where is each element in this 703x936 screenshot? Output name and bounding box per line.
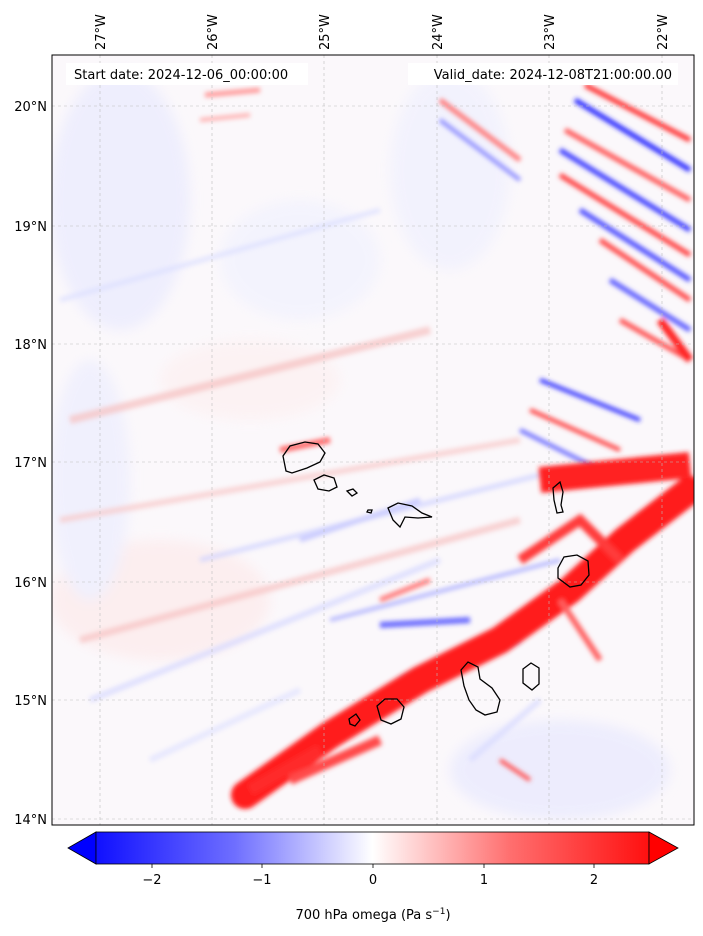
island-santo-antao bbox=[282, 441, 326, 474]
colorbar-label: 700 hPa omega (Pa s−1) bbox=[295, 907, 450, 923]
map-panel: Start date: 2024-12-06_00:00:00 Valid_da… bbox=[51, 54, 695, 826]
lon-label: 23°W bbox=[543, 14, 558, 50]
map-frame bbox=[51, 54, 695, 826]
colorbar-extend-low bbox=[67, 831, 97, 865]
colorbar-tick-label: −1 bbox=[252, 873, 271, 888]
island-fogo bbox=[376, 698, 405, 725]
lat-label: 18°N bbox=[14, 338, 47, 353]
colorbar-bar bbox=[95, 831, 650, 865]
colorbar-tick-label: 2 bbox=[590, 873, 598, 888]
colorbar: −2 −1 0 1 2 700 hPa omega (Pa s−1) bbox=[67, 831, 679, 923]
lon-label: 24°W bbox=[431, 14, 446, 50]
lon-label: 26°W bbox=[206, 14, 221, 50]
island-sao-vicente bbox=[313, 474, 338, 492]
lat-label: 15°N bbox=[14, 694, 47, 709]
longitude-labels: 27°W 26°W 25°W 24°W 23°W 22°W bbox=[94, 14, 671, 50]
island-maio bbox=[522, 662, 540, 691]
valid-date-label: Valid_date: 2024-12-08T21:00:00.00 bbox=[434, 68, 672, 83]
island-branco bbox=[366, 509, 373, 514]
lon-label: 27°W bbox=[94, 14, 109, 50]
lat-label: 14°N bbox=[14, 813, 47, 828]
lat-label: 19°N bbox=[14, 220, 47, 235]
island-santa-luzia bbox=[345, 488, 359, 497]
island-brava bbox=[348, 713, 361, 727]
coastlines bbox=[282, 441, 590, 727]
lat-label: 20°N bbox=[14, 100, 47, 115]
latitude-labels: 20°N 19°N 18°N 17°N 16°N 15°N 14°N bbox=[14, 100, 47, 828]
omega-field bbox=[52, 70, 694, 820]
colorbar-tick-label: 1 bbox=[480, 873, 488, 888]
colorbar-tick-label: −2 bbox=[142, 873, 161, 888]
island-boa-vista bbox=[557, 554, 590, 588]
start-label-box bbox=[66, 63, 308, 85]
start-date-label: Start date: 2024-12-06_00:00:00 bbox=[74, 68, 288, 83]
colorbar-extend-high bbox=[648, 831, 679, 865]
lat-label: 17°N bbox=[14, 456, 47, 471]
gridlines bbox=[52, 55, 694, 825]
lon-label: 25°W bbox=[318, 14, 333, 50]
valid-label-box bbox=[408, 63, 678, 85]
lat-label: 16°N bbox=[14, 576, 47, 591]
island-sal bbox=[552, 480, 564, 514]
lon-label: 22°W bbox=[656, 14, 671, 50]
colorbar-tick-label: 0 bbox=[369, 873, 377, 888]
island-santiago bbox=[460, 661, 501, 716]
island-sao-nicolau bbox=[387, 502, 433, 529]
